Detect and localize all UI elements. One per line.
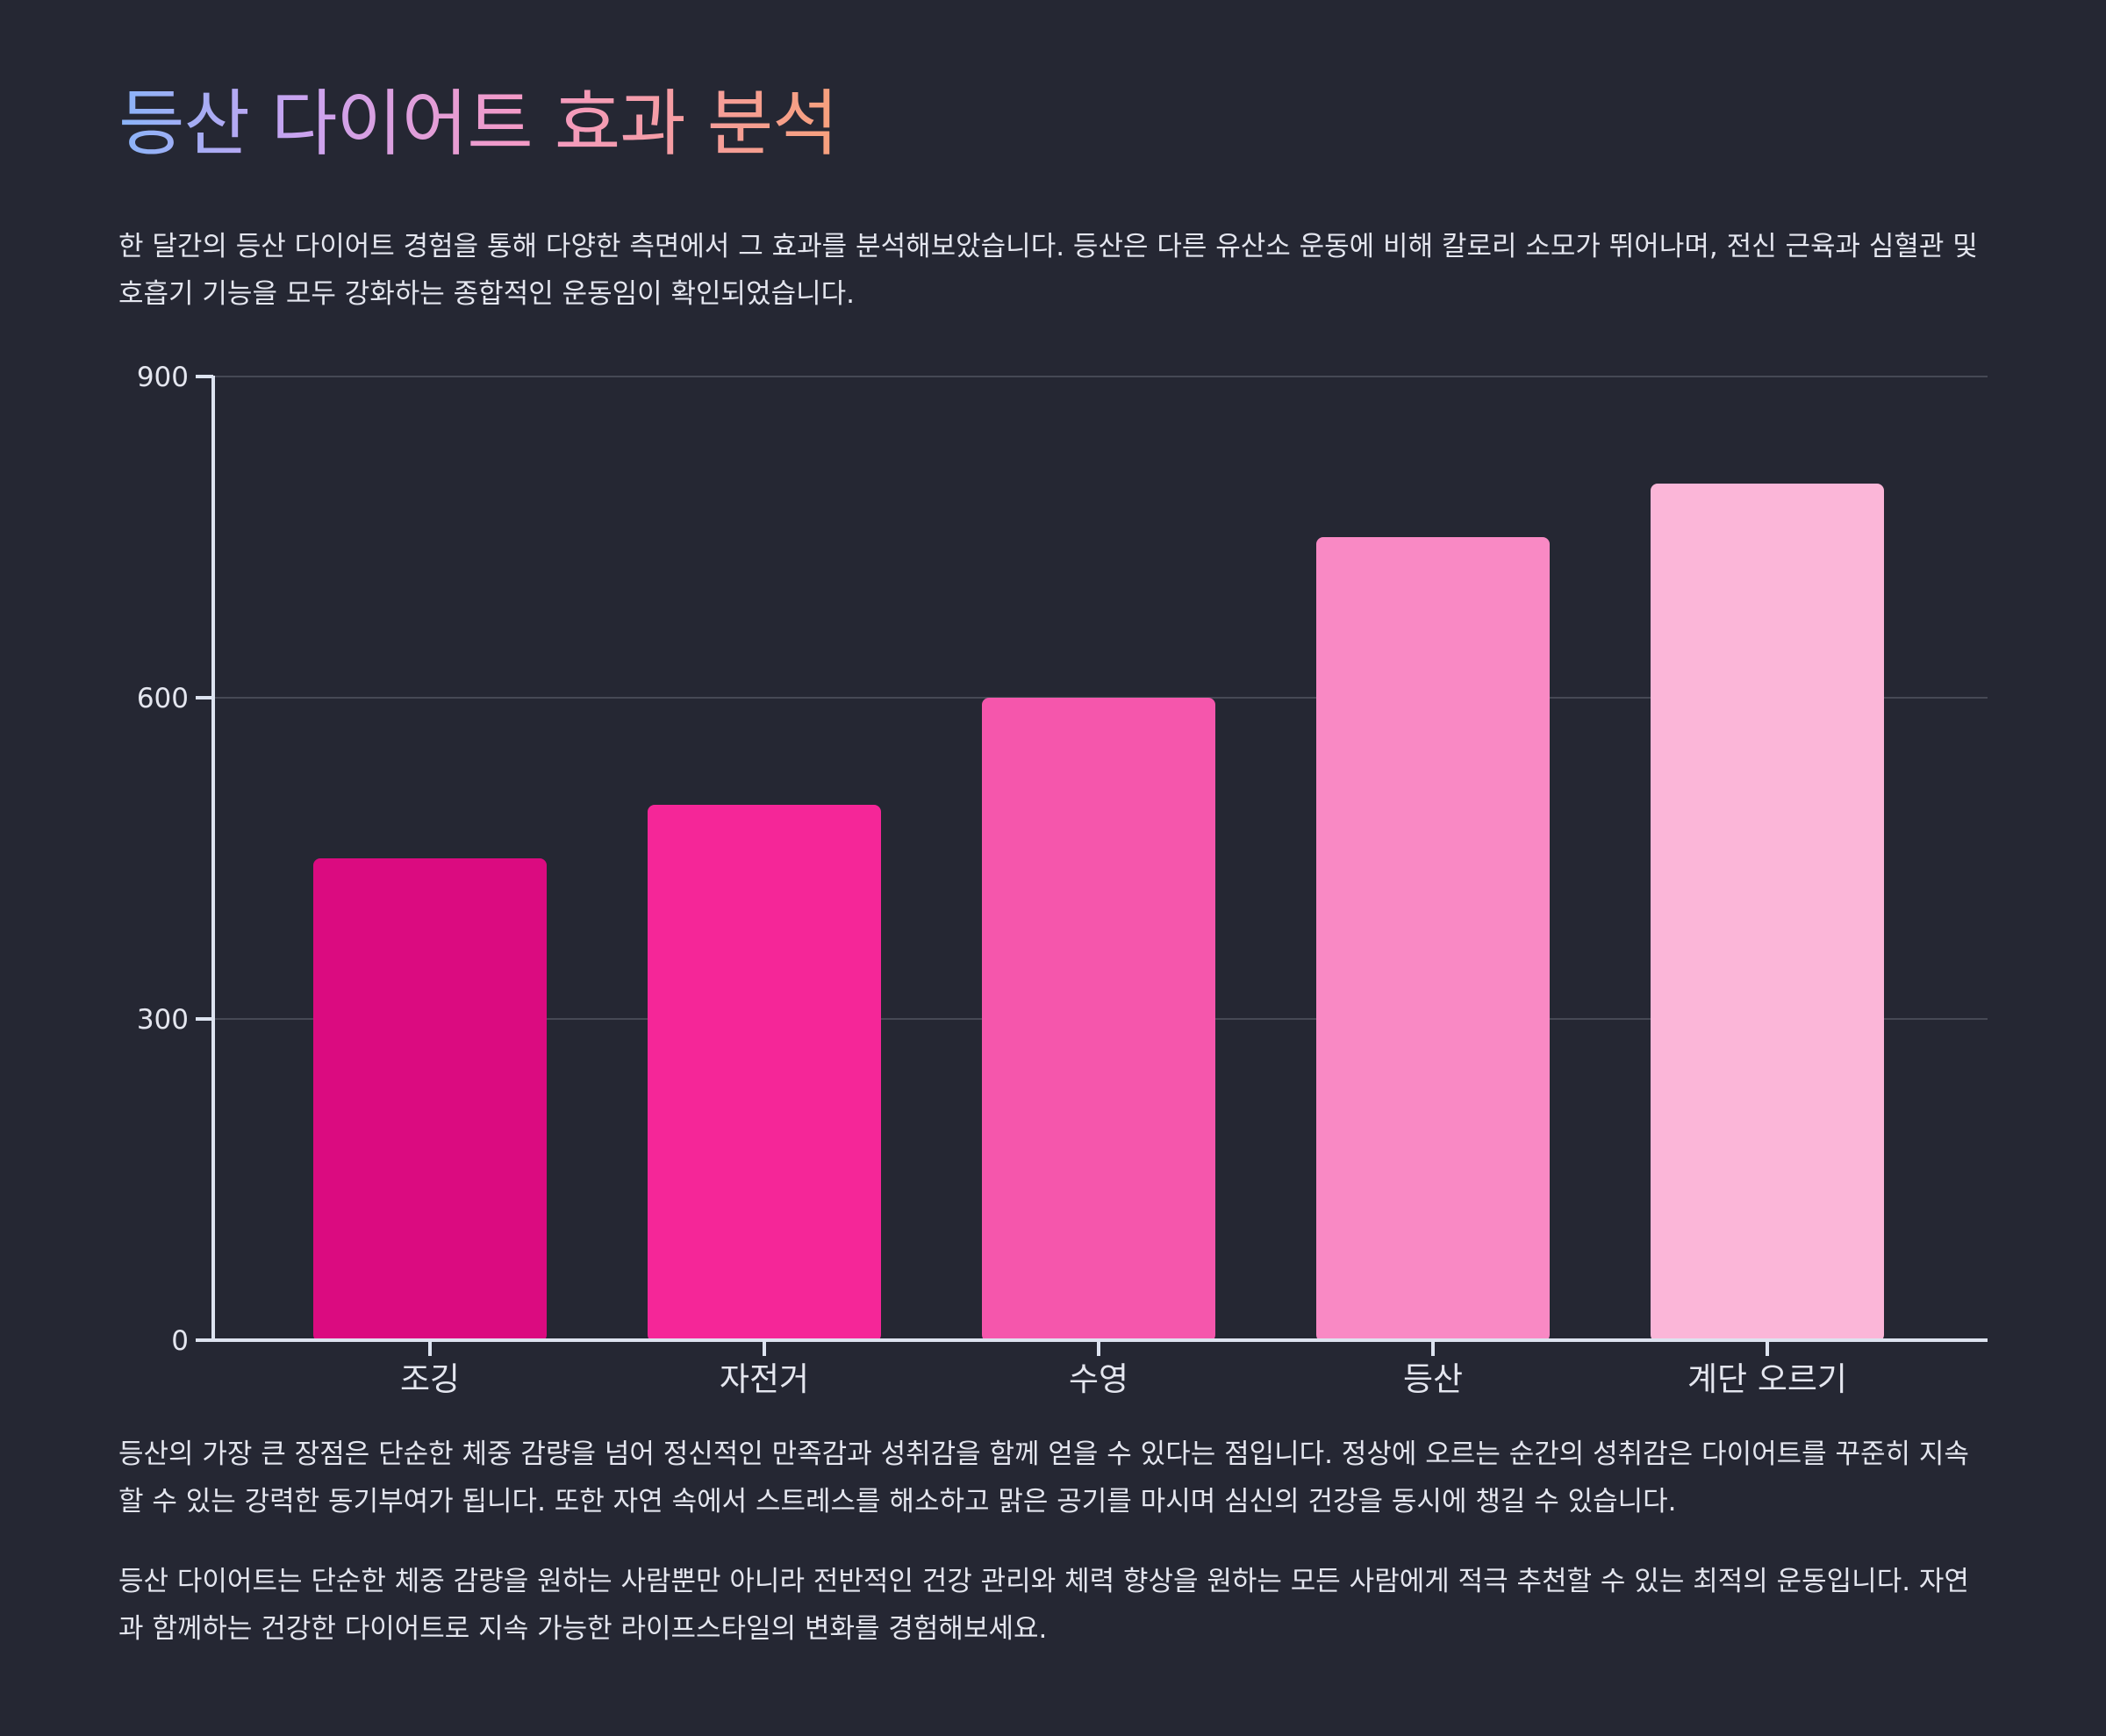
- bar-chart: 0 300 600 900 조깅 자전거 수영 등산 계단 오르기: [137, 362, 1988, 1398]
- y-tick-label: 600: [137, 683, 189, 714]
- page-title: 등산 다이어트 효과 분석: [118, 72, 839, 177]
- intro-paragraph: 한 달간의 등산 다이어트 경험을 통해 다양한 측면에서 그 효과를 분석해보…: [118, 231, 1978, 310]
- bar: [1316, 537, 1550, 1342]
- x-ticks: 조깅 자전거 수영 등산 계단 오르기: [400, 1340, 1847, 1398]
- bar: [1651, 484, 1884, 1342]
- x-tick-label: 조깅: [400, 1360, 460, 1398]
- y-tick-label: 0: [171, 1325, 189, 1357]
- bar: [313, 858, 547, 1342]
- bars: [313, 484, 1884, 1342]
- bar: [982, 698, 1215, 1342]
- x-tick-label: 등산: [1403, 1360, 1463, 1398]
- x-tick-label: 수영: [1069, 1360, 1128, 1398]
- body-paragraph-2: 등산 다이어트는 단순한 체중 감량을 원하는 사람뿐만 아니라 전반적인 건강…: [118, 1566, 1969, 1645]
- y-tick-label: 900: [137, 362, 189, 393]
- bar: [648, 805, 881, 1342]
- y-tick-label: 300: [137, 1004, 189, 1036]
- x-tick-label: 자전거: [720, 1360, 809, 1398]
- y-ticks: 0 300 600 900: [137, 362, 213, 1357]
- x-tick-label: 계단 오르기: [1687, 1360, 1847, 1398]
- body-paragraph-1: 등산의 가장 큰 장점은 단순한 체중 감량을 넘어 정신적인 만족감과 성취감…: [118, 1438, 1969, 1517]
